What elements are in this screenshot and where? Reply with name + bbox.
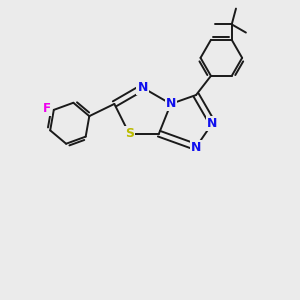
Text: S: S (125, 127, 134, 140)
Text: N: N (166, 98, 176, 110)
Text: N: N (191, 140, 201, 154)
Text: N: N (137, 81, 148, 94)
Text: F: F (43, 102, 51, 115)
Text: N: N (207, 117, 218, 130)
